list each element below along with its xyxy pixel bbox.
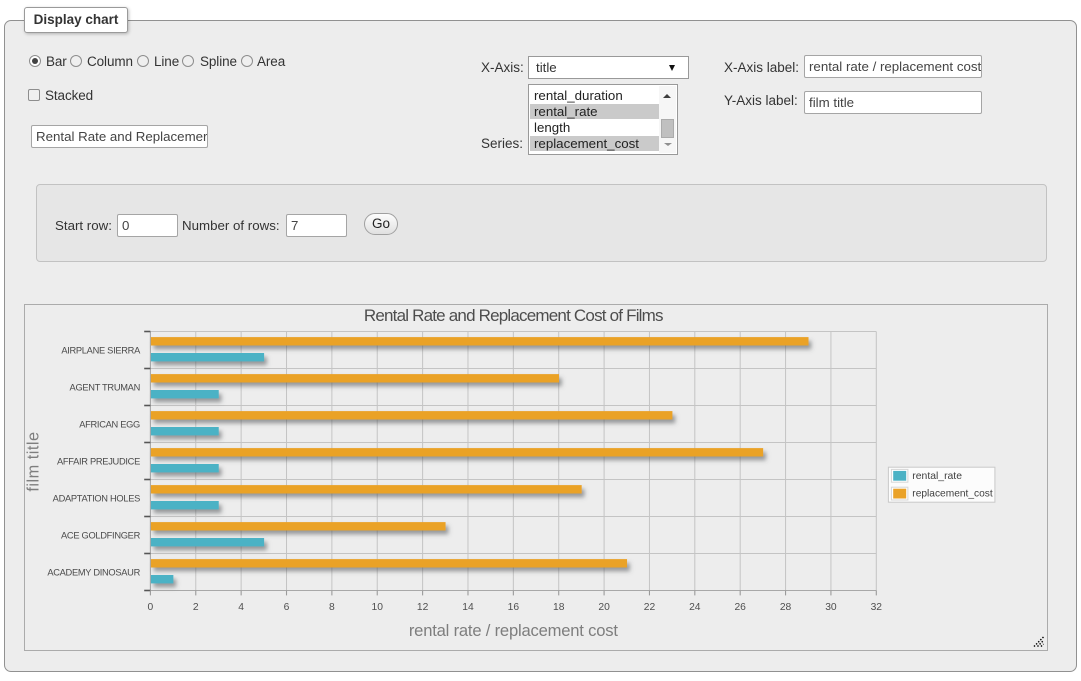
svg-text:ACE GOLDFINGER: ACE GOLDFINGER xyxy=(61,530,141,540)
svg-text:26: 26 xyxy=(734,602,746,613)
svg-text:replacement_cost: replacement_cost xyxy=(912,489,993,500)
svg-text:12: 12 xyxy=(417,602,429,613)
svg-text:32: 32 xyxy=(871,602,883,613)
svg-text:16: 16 xyxy=(508,602,520,613)
svg-text:ADAPTATION HOLES: ADAPTATION HOLES xyxy=(53,493,140,503)
svg-text:18: 18 xyxy=(553,602,565,613)
svg-text:film title: film title xyxy=(25,431,43,491)
svg-text:AGENT TRUMAN: AGENT TRUMAN xyxy=(70,382,140,392)
svg-text:22: 22 xyxy=(644,602,656,613)
svg-text:30: 30 xyxy=(825,602,837,613)
svg-text:rental_rate: rental_rate xyxy=(912,471,962,482)
svg-text:Rental Rate and Replacement Co: Rental Rate and Replacement Cost of Film… xyxy=(364,306,663,325)
svg-text:0: 0 xyxy=(148,602,154,613)
svg-text:14: 14 xyxy=(462,602,474,613)
svg-text:10: 10 xyxy=(372,602,384,613)
svg-text:AIRPLANE SIERRA: AIRPLANE SIERRA xyxy=(61,345,141,355)
svg-text:6: 6 xyxy=(284,602,290,613)
svg-text:2: 2 xyxy=(193,602,199,613)
svg-text:24: 24 xyxy=(689,602,701,613)
svg-text:28: 28 xyxy=(780,602,792,613)
svg-text:ACADEMY DINOSAUR: ACADEMY DINOSAUR xyxy=(47,567,140,577)
svg-text:20: 20 xyxy=(598,602,610,613)
svg-text:8: 8 xyxy=(329,602,335,613)
svg-text:AFFAIR PREJUDICE: AFFAIR PREJUDICE xyxy=(57,456,140,466)
svg-text:AFRICAN EGG: AFRICAN EGG xyxy=(79,419,140,429)
svg-text:4: 4 xyxy=(238,602,244,613)
svg-text:rental rate / replacement cost: rental rate / replacement cost xyxy=(409,621,618,640)
